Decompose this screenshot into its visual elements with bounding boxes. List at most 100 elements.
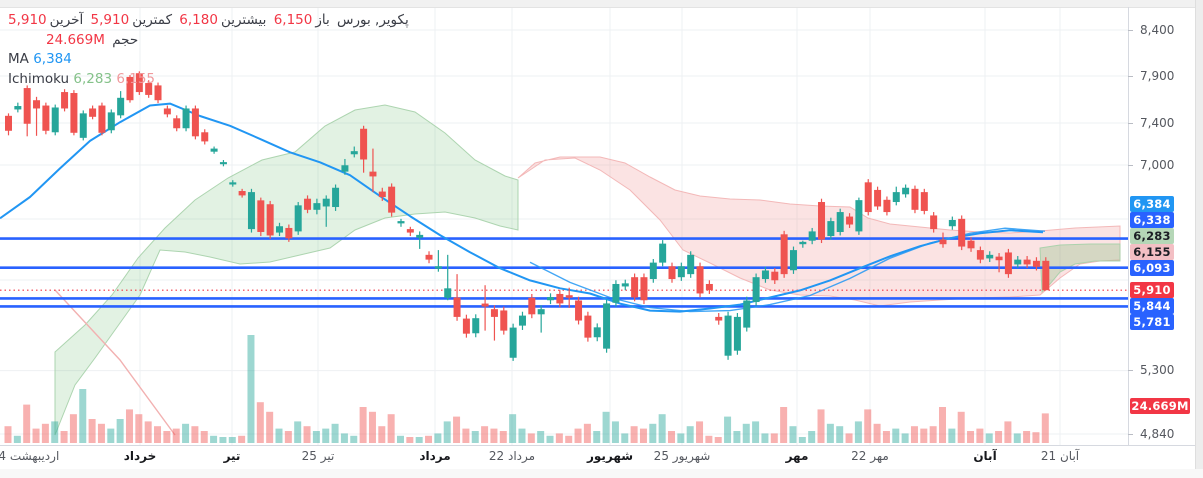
candle-body <box>967 240 975 249</box>
price-tick-mark <box>1128 370 1133 371</box>
volume-bar <box>359 407 367 443</box>
volume-bar <box>406 437 414 443</box>
candle-body <box>98 105 106 133</box>
ichimoku-senkou-b-value: 6,155 <box>116 70 155 87</box>
candle-body <box>444 288 452 298</box>
last-value: 5,910 <box>8 12 47 28</box>
candle-body <box>930 215 938 230</box>
candle-body <box>173 118 181 129</box>
candle-body <box>332 187 340 208</box>
price-tick-mark <box>1128 434 1133 435</box>
time-tick-label: 25 تیر <box>301 449 335 463</box>
candle-body <box>266 204 274 236</box>
candle-body <box>518 315 526 326</box>
volume-bar <box>4 426 12 443</box>
legend-ma-row: MA 6,384 <box>8 50 72 70</box>
volume-bar <box>667 431 675 443</box>
volume-bar <box>32 428 40 443</box>
volume-bar <box>593 431 601 443</box>
price-badge-line: 6,338 <box>1130 211 1174 228</box>
candle-body <box>257 200 265 232</box>
volume-bar <box>219 437 227 443</box>
candle-body <box>696 266 704 294</box>
volume-bar <box>481 426 489 443</box>
volume-bar <box>686 426 694 443</box>
ma-label: MA <box>8 51 29 67</box>
volume-bar <box>116 419 124 443</box>
candle-body <box>70 93 78 133</box>
symbol-title: پکویر, بورس <box>337 12 409 28</box>
candle-body <box>846 216 854 225</box>
candle-body <box>743 300 751 328</box>
volume-bar <box>1004 421 1012 443</box>
volume-bar <box>88 419 96 443</box>
volume-bar <box>396 435 404 443</box>
candle-body <box>724 315 732 356</box>
candle-body <box>247 192 255 230</box>
candle-body <box>808 231 816 241</box>
candle-body <box>322 198 330 207</box>
candle-body <box>61 92 69 109</box>
volume-bar <box>621 433 629 443</box>
candle-body <box>547 297 555 301</box>
volume-bar <box>817 409 825 443</box>
volume-bar <box>724 416 732 443</box>
chart-legend: پکویر, بورس باز6,150 بیشترین6,180 کمترین… <box>8 11 409 89</box>
candle-body <box>509 327 517 358</box>
candle-body <box>621 283 629 287</box>
volume-bar <box>976 428 984 443</box>
candle-body <box>341 165 349 172</box>
ichimoku-senkou-a-value: 6,283 <box>73 70 113 87</box>
candle-body <box>659 243 667 263</box>
candle-body <box>593 327 601 338</box>
candle-body <box>1032 260 1040 267</box>
candle-body <box>201 132 209 142</box>
candle-body <box>677 266 685 278</box>
volume-bar <box>696 421 704 443</box>
price-tick-label: 8,400 <box>1140 23 1175 37</box>
price-tick-label: 4,840 <box>1140 427 1175 441</box>
candle-body <box>705 283 713 291</box>
candle-body <box>481 303 489 307</box>
candle-body <box>986 254 994 259</box>
high-value: 6,180 <box>179 12 218 28</box>
candle-body <box>388 186 396 213</box>
legend-ohlc-row: پکویر, بورس باز6,150 بیشترین6,180 کمترین… <box>8 11 409 31</box>
candle-body <box>1004 252 1012 275</box>
volume-bar <box>462 428 470 443</box>
volume-bar <box>546 435 554 443</box>
volume-bar <box>79 389 87 443</box>
candle-body <box>79 113 87 138</box>
candle-body <box>5 115 12 131</box>
volume-bar <box>808 431 816 443</box>
open-value: 6,150 <box>273 12 313 28</box>
time-tick-label: 22 مرداد <box>488 449 536 463</box>
volume-bar <box>387 414 395 443</box>
candle-body <box>135 73 143 93</box>
volume-bar <box>182 423 190 443</box>
candle-body <box>294 205 302 232</box>
price-axis-separator <box>1128 7 1129 446</box>
candle-body <box>210 148 218 152</box>
volume-bar <box>939 407 946 443</box>
volume-bar <box>415 437 423 443</box>
window-top-strip <box>0 0 1203 8</box>
volume-bar <box>565 435 573 443</box>
candle-body <box>313 203 321 210</box>
price-tick-label: 7,900 <box>1140 69 1175 83</box>
candle-body <box>631 277 639 298</box>
volume-bar <box>499 431 507 443</box>
candle-body <box>902 187 910 195</box>
candle-body <box>911 188 919 210</box>
candle-body <box>276 226 284 233</box>
candle-body <box>360 128 368 160</box>
volume-bar <box>752 421 760 443</box>
volume-bar <box>275 428 283 443</box>
volume-bar <box>761 433 769 443</box>
candle-body <box>378 191 386 198</box>
candle-body <box>958 218 966 247</box>
candle-body <box>191 108 199 137</box>
legend-volume-row: حجم 24.669M <box>46 31 141 51</box>
chart-canvas[interactable] <box>0 0 1196 446</box>
volume-bar <box>350 435 358 443</box>
